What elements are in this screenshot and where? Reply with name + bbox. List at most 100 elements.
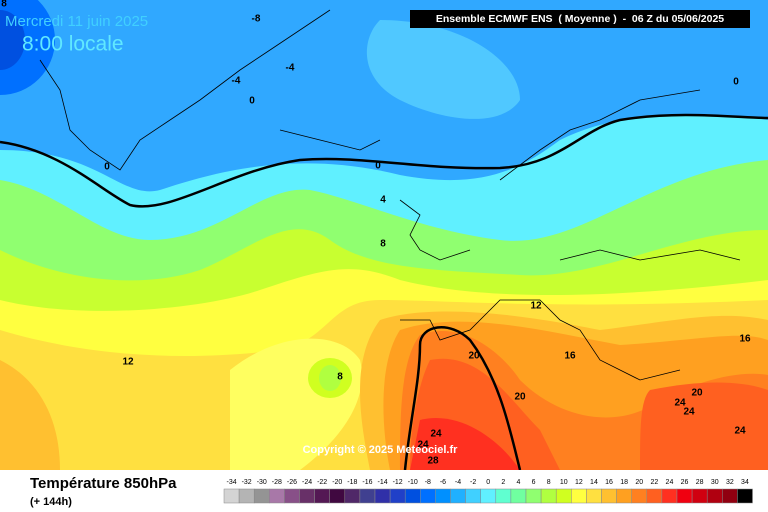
model-info: Ensemble ECMWF ENS ( Moyenne ) - 06 Z du… [436,13,724,25]
contour-label: -4 [286,63,295,74]
scale-label: -20 [332,479,342,486]
legend-title: Température 850hPa [30,475,177,492]
color-scale: -34 -32 -30 -28 -26 -24 -22 -20 -18 -16 -14 -12 -10-… [223,479,753,504]
scale-label: 2 [501,479,505,486]
scale-label: 4 [516,479,520,486]
contour-label: 0 [733,77,739,88]
scale-swatch [465,488,481,504]
scale-swatch [299,488,315,504]
contour-label: 12 [122,357,134,368]
contour-label: 0 [104,162,110,173]
scale-swatch [420,488,436,504]
scale-label: 24 [666,479,674,486]
scale-swatch [661,488,678,504]
scale-label: 6 [532,479,536,486]
coastlines [39,9,741,381]
contour-label: 20 [514,392,526,403]
scale-label: 16 [605,479,613,486]
scale-swatch [359,488,376,504]
contour-label: 8 [1,0,7,10]
scale-label: 30 [711,479,719,486]
scale-swatch [238,488,255,504]
scale-label: 22 [650,479,658,486]
scale-swatch [314,488,330,504]
scale-swatch [284,488,300,504]
scale-label: 12 [575,479,583,486]
contour-label: -8 [252,14,261,25]
scale-label: -2 [470,479,476,486]
scale-label: 18 [620,479,628,486]
contour-label: 24 [683,407,695,418]
scale-swatch [435,488,451,504]
contour-label: 0 [249,96,255,107]
scale-swatch [344,488,361,504]
scale-swatch [571,488,587,504]
scale-swatch [450,488,466,504]
scale-label: -4 [455,479,461,486]
scale-label: -22 [317,479,327,486]
scale-swatch [253,488,270,504]
scale-swatch [525,488,542,504]
contour-label: -4 [232,76,241,87]
model-box [410,10,750,28]
scale-swatch [555,488,572,504]
scale-swatch [616,488,632,504]
contour-lines [0,113,768,471]
scale-swatch [646,488,663,504]
forecast-date: Mercredi 11 juin 2025 [5,13,148,30]
scale-swatch [480,488,497,504]
scale-label: 14 [590,479,598,486]
contour-label: 28 [427,456,439,467]
map-fields [0,0,768,471]
scale-swatch [706,488,723,504]
scale-swatch [269,488,285,504]
contour-label: 16 [739,334,751,345]
scale-label: 10 [560,479,568,486]
scale-label: 32 [726,479,734,486]
contour-label: 24 [674,398,686,409]
scale-swatch [540,488,557,504]
scale-swatch [329,488,346,504]
scale-label: 8 [547,479,551,486]
scale-label: -18 [347,479,357,486]
scale-label: -16 [362,479,372,486]
legend-subtitle: (+ 144h) [30,496,72,508]
scale-swatch [601,488,617,504]
scale-label: 34 [741,479,749,486]
scale-label: -26 [287,479,297,486]
contour-label: 12 [530,301,542,312]
scale-label: -32 [242,479,252,486]
scale-label: 26 [681,479,689,486]
contour-label: 20 [691,388,703,399]
scale-label: -24 [302,479,312,486]
scale-swatch [510,488,527,504]
contour-label: 24 [417,440,429,451]
scale-label: -6 [440,479,446,486]
scale-label: -14 [377,479,387,486]
scale-swatch [586,488,602,504]
scale-label: -12 [393,479,403,486]
scale-swatch [495,488,512,504]
scale-swatch [374,488,391,504]
scale-swatch [223,488,240,504]
scale-swatch [691,488,708,504]
contour-label: 8 [337,372,343,383]
scale-swatch [631,488,648,504]
scale-label: -30 [257,479,267,486]
scale-swatch [676,488,693,504]
scale-label: 28 [696,479,704,486]
scale-swatch [389,488,406,504]
scale-label: -34 [226,479,236,486]
copyright: Copyright © 2025 Meteociel.fr [303,444,459,456]
forecast-time: 8:00 locale [22,33,124,56]
contour-label: 16 [564,351,576,362]
scale-label: 0 [486,479,490,486]
scale-label: -8 [425,479,431,486]
scale-label: 20 [635,479,643,486]
contour-label: 24 [430,429,442,440]
contour-label: 0 [375,161,381,172]
scale-label: -10 [408,479,418,486]
contour-label: 4 [380,195,386,206]
